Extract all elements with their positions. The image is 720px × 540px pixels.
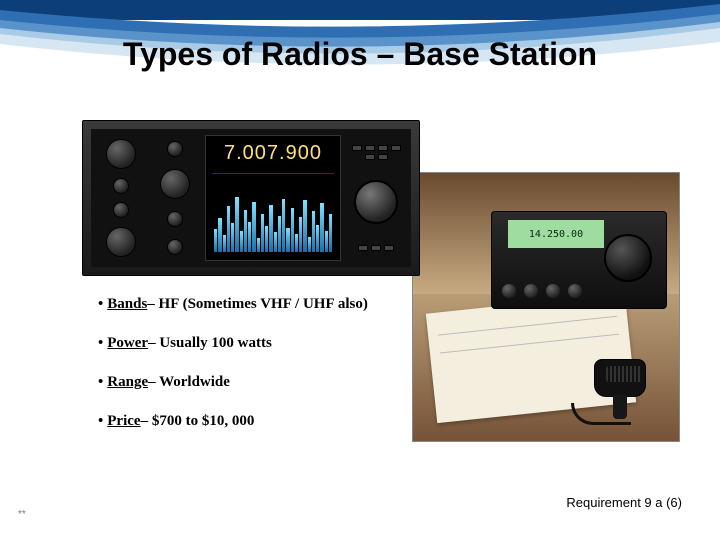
- microphone-icon: [591, 359, 649, 423]
- footer-requirement: Requirement 9 a (6): [566, 495, 682, 510]
- tuning-dial-icon: [354, 180, 398, 224]
- slide-title: Types of Radios – Base Station: [0, 36, 720, 73]
- button-icon: [358, 245, 368, 251]
- knob-icon: [160, 169, 190, 199]
- radio-image-secondary: 14.250.00: [412, 172, 680, 442]
- bullet-text: – HF (Sometimes VHF / UHF also): [147, 296, 368, 313]
- bullet-text: – Worldwide: [148, 374, 230, 391]
- button-icon: [365, 145, 375, 151]
- bullet-label: Power: [107, 335, 148, 352]
- portable-radio: 14.250.00: [491, 211, 667, 309]
- button-icon: [384, 245, 394, 251]
- bullet-label: Range: [107, 374, 148, 391]
- knob-icon: [167, 239, 183, 255]
- bullet-dot: •: [98, 335, 103, 352]
- knob-icon: [106, 139, 136, 169]
- bullet-item: •Range – Worldwide: [98, 374, 368, 391]
- lcd-readout: 14.250.00: [508, 220, 604, 248]
- button-icon: [365, 154, 375, 160]
- bullet-dot: •: [98, 296, 103, 313]
- knob-icon: [546, 284, 560, 298]
- bullet-item: •Power – Usually 100 watts: [98, 335, 368, 352]
- footnote-mark: **: [18, 509, 26, 520]
- bullet-list: •Bands – HF (Sometimes VHF / UHF also)•P…: [98, 296, 368, 452]
- frequency-readout: 7.007.900: [212, 142, 334, 165]
- bullet-dot: •: [98, 413, 103, 430]
- knob-icon: [502, 284, 516, 298]
- tuning-dial-icon: [604, 234, 652, 282]
- button-icon: [391, 145, 401, 151]
- spectrum-display: [212, 173, 334, 254]
- knob-icon: [167, 211, 183, 227]
- bullet-item: •Price – $700 to $10, 000: [98, 413, 368, 430]
- button-icon: [378, 145, 388, 151]
- bullet-text: – Usually 100 watts: [148, 335, 272, 352]
- knob-icon: [113, 178, 129, 194]
- bullet-text: – $700 to $10, 000: [141, 413, 255, 430]
- button-icon: [378, 154, 388, 160]
- bullet-item: •Bands – HF (Sometimes VHF / UHF also): [98, 296, 368, 313]
- knob-icon: [167, 141, 183, 157]
- radio-image-primary: 7.007.900: [82, 120, 420, 276]
- bullet-label: Bands: [107, 296, 147, 313]
- button-icon: [371, 245, 381, 251]
- button-icon: [352, 145, 362, 151]
- radio-screen: 7.007.900: [205, 135, 341, 261]
- bullet-label: Price: [107, 413, 140, 430]
- bullet-dot: •: [98, 374, 103, 391]
- knob-icon: [106, 227, 136, 257]
- knob-icon: [568, 284, 582, 298]
- knob-icon: [113, 202, 129, 218]
- knob-icon: [524, 284, 538, 298]
